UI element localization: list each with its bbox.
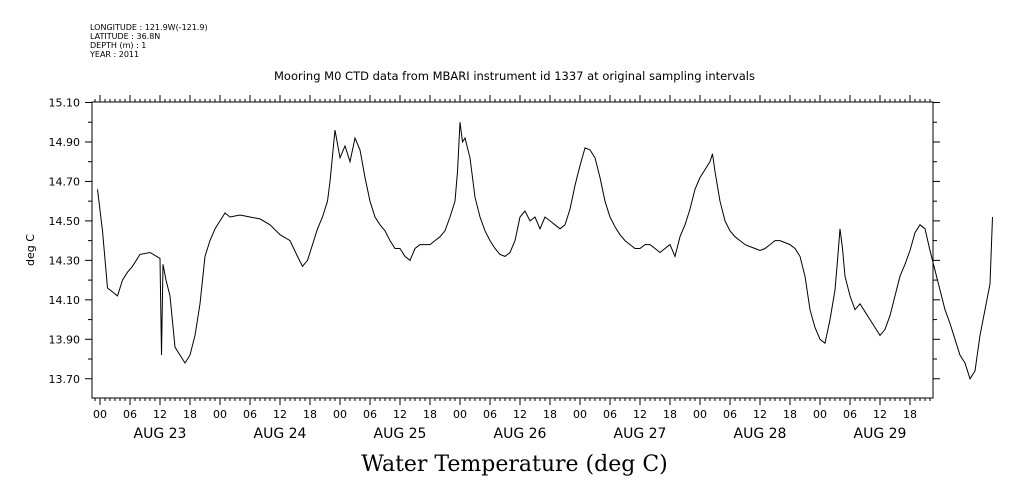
y-tick-label: 14.10 <box>49 294 81 307</box>
y-tick-label: 14.50 <box>49 215 81 228</box>
x-tick-label: 12 <box>273 408 287 421</box>
x-tick-label: 06 <box>723 408 737 421</box>
series-line-temperature <box>97 122 993 380</box>
x-tick-label: 00 <box>573 408 587 421</box>
x-tick-label: 18 <box>543 408 557 421</box>
chart-title: Mooring M0 CTD data from MBARI instrumen… <box>274 69 755 83</box>
x-tick-label: 00 <box>813 408 827 421</box>
x-tick-label: 12 <box>153 408 167 421</box>
latitude-label: LATITUDE : 36.8N <box>90 32 161 41</box>
x-tick-label: 12 <box>753 408 767 421</box>
x-tick-label: 00 <box>453 408 467 421</box>
x-tick-label: 00 <box>693 408 707 421</box>
x-tick-label: 00 <box>93 408 107 421</box>
x-axis-title: Water Temperature (deg C) <box>361 452 668 477</box>
y-tick-label: 14.90 <box>49 136 81 149</box>
x-day-label: AUG 25 <box>374 426 427 442</box>
y-tick-label: 15.10 <box>49 97 81 110</box>
x-tick-label: 06 <box>603 408 617 421</box>
x-tick-label: 18 <box>303 408 317 421</box>
x-tick-label: 12 <box>513 408 527 421</box>
x-tick-label: 18 <box>783 408 797 421</box>
year-label: YEAR : 2011 <box>90 50 140 59</box>
y-tick-label: 13.90 <box>49 333 81 346</box>
x-tick-label: 06 <box>243 408 257 421</box>
depth-label: DEPTH (m) : 1 <box>90 41 147 50</box>
x-tick-label: 12 <box>633 408 647 421</box>
x-day-label: AUG 24 <box>254 426 307 442</box>
metadata-block: LONGITUDE : 121.9W(-121.9) LATITUDE : 36… <box>90 23 208 59</box>
x-tick-label: 12 <box>393 408 407 421</box>
x-tick-label: 18 <box>663 408 677 421</box>
x-tick-label: 06 <box>123 408 137 421</box>
x-tick-label: 06 <box>363 408 377 421</box>
x-day-label: AUG 29 <box>854 426 907 442</box>
x-day-label: AUG 27 <box>614 426 667 442</box>
longitude-label: LONGITUDE : 121.9W(-121.9) <box>90 23 208 32</box>
y-tick-label: 14.70 <box>49 175 81 188</box>
y-tick-label: 14.30 <box>49 254 81 267</box>
y-axis-label: deg C <box>24 234 37 266</box>
x-day-label: AUG 23 <box>134 426 187 442</box>
x-tick-label: 06 <box>843 408 857 421</box>
y-tick-label: 13.70 <box>49 373 81 386</box>
plot-frame <box>91 101 934 399</box>
x-tick-label: 18 <box>423 408 437 421</box>
x-tick-label: 00 <box>213 408 227 421</box>
x-tick-label: 06 <box>483 408 497 421</box>
x-day-label: AUG 26 <box>494 426 547 442</box>
x-tick-label: 18 <box>903 408 917 421</box>
x-tick-label: 12 <box>873 408 887 421</box>
x-day-label: AUG 28 <box>734 426 787 442</box>
x-tick-label: 00 <box>333 408 347 421</box>
x-tick-label: 18 <box>183 408 197 421</box>
